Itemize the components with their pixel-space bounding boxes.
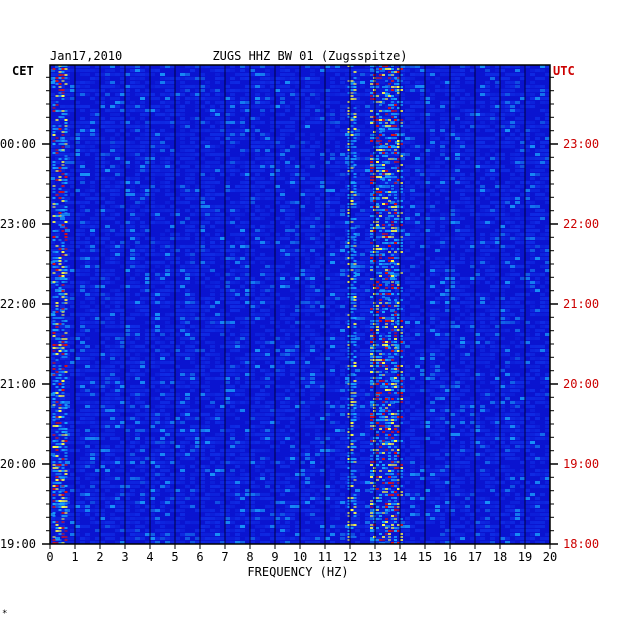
x-tick-label: 2 xyxy=(96,550,103,564)
date-label: Jan17,2010 xyxy=(50,49,122,63)
x-tick-label: 15 xyxy=(418,550,432,564)
x-tick-label: 8 xyxy=(246,550,253,564)
x-tick-label: 17 xyxy=(468,550,482,564)
gridlines xyxy=(49,65,551,544)
left-tick-label: 00:00 xyxy=(0,137,36,151)
x-tick-label: 1 xyxy=(71,550,78,564)
left-axis: 00:00 23:00 22:00 21:00 20:00 19:00 xyxy=(0,76,50,551)
x-tick-label: 19 xyxy=(518,550,532,564)
x-tick-label: 5 xyxy=(171,550,178,564)
spectrogram-texture xyxy=(50,65,550,544)
x-tick-label: 16 xyxy=(443,550,457,564)
x-tick-label: 6 xyxy=(196,550,203,564)
right-tick-label: 21:00 xyxy=(563,297,599,311)
x-axis-label: FREQUENCY (HZ) xyxy=(247,565,348,579)
x-tick-label: 20 xyxy=(543,550,557,564)
x-tick-label: 9 xyxy=(271,550,278,564)
x-tick-label: 3 xyxy=(121,550,128,564)
left-tick-label: 21:00 xyxy=(0,377,36,391)
plot-area xyxy=(49,64,551,545)
x-tick-label: 11 xyxy=(318,550,332,564)
left-axis-label: CET xyxy=(12,64,34,78)
left-tick-label: 19:00 xyxy=(0,537,36,551)
chart-title: ZUGS HHZ BW 01 (Zugsspitze) xyxy=(212,49,407,63)
x-tick-label: 10 xyxy=(293,550,307,564)
x-axis: 0 1 2 3 4 5 6 7 8 9 10 11 12 13 14 15 16 17 18 19 20 xyxy=(46,544,557,564)
x-tick-label: 0 xyxy=(46,550,53,564)
energy-band xyxy=(52,65,68,544)
right-tick-label: 18:00 xyxy=(563,537,599,551)
left-tick-label: 23:00 xyxy=(0,217,36,231)
x-tick-label: 7 xyxy=(221,550,228,564)
x-tick-label: 13 xyxy=(368,550,382,564)
x-tick-label: 18 xyxy=(493,550,507,564)
energy-band xyxy=(347,65,357,541)
left-tick-label: 22:00 xyxy=(0,297,36,311)
right-axis: 23:00 22:00 21:00 20:00 19:00 18:00 xyxy=(550,76,599,551)
footer-mark: * xyxy=(2,609,7,619)
right-axis-label: UTC xyxy=(553,64,575,78)
x-tick-label: 12 xyxy=(343,550,357,564)
energy-band xyxy=(370,65,403,544)
x-tick-label: 14 xyxy=(393,550,407,564)
right-tick-label: 22:00 xyxy=(563,217,599,231)
right-tick-label: 19:00 xyxy=(563,457,599,471)
left-tick-label: 20:00 xyxy=(0,457,36,471)
right-tick-label: 23:00 xyxy=(563,137,599,151)
x-tick-label: 4 xyxy=(146,550,153,564)
right-tick-label: 20:00 xyxy=(563,377,599,391)
